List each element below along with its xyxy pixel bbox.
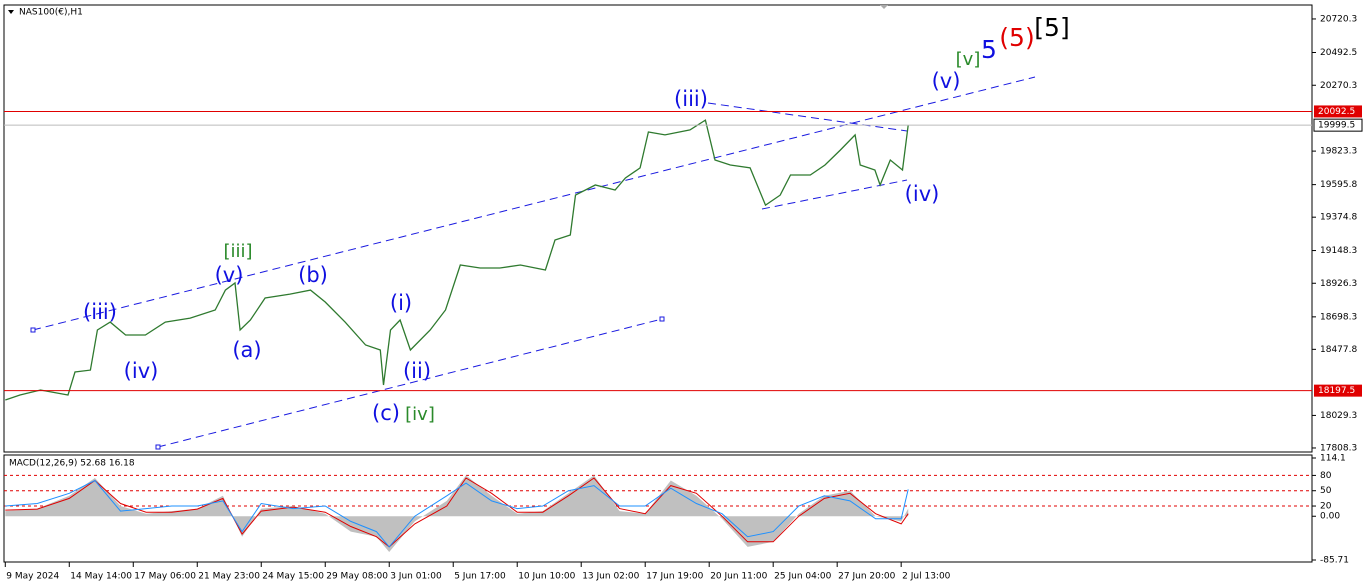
trendline-handles bbox=[30, 316, 665, 450]
x-tick-label: 3 Jun 01:00 bbox=[390, 572, 442, 582]
lower-channel bbox=[157, 318, 663, 448]
y-tick-label: 0.00 bbox=[1320, 512, 1340, 522]
signal-line bbox=[5, 477, 909, 548]
x-tick-label: 17 Jun 19:00 bbox=[646, 572, 703, 582]
wave-label: (i) bbox=[390, 291, 412, 315]
trendlines bbox=[32, 76, 1036, 448]
y-tick-label: 18029.3 bbox=[1320, 411, 1357, 421]
wave-label: [5] bbox=[1034, 13, 1069, 42]
wave-label: (v) bbox=[215, 263, 244, 287]
macd-line bbox=[5, 479, 909, 548]
x-tick-label: 9 May 2024 bbox=[6, 572, 59, 582]
macd-title: MACD(12,26,9) 52.68 16.18 bbox=[9, 459, 135, 469]
y-tick-label: 114.1 bbox=[1320, 454, 1346, 464]
wave-label: [iii] bbox=[223, 241, 252, 262]
y-tick-label: 19595.8 bbox=[1320, 180, 1357, 190]
wave-label: 5 bbox=[981, 35, 997, 64]
wave-label: (v) bbox=[932, 69, 961, 93]
shift-marker bbox=[880, 5, 888, 9]
y-tick-label: 20720.3 bbox=[1320, 14, 1357, 24]
price-line bbox=[5, 119, 909, 401]
wave-label: [v] bbox=[956, 49, 981, 70]
wave-label: (b) bbox=[298, 263, 328, 287]
x-tick-label: 21 May 23:00 bbox=[198, 572, 260, 582]
last-price-box bbox=[1313, 118, 1363, 132]
last-price-label: 19999.5 bbox=[1318, 121, 1355, 131]
y-tick-label: 19823.3 bbox=[1320, 147, 1357, 157]
wave-label: (a) bbox=[232, 338, 261, 362]
y-tick-label: 20492.5 bbox=[1320, 48, 1357, 58]
x-tick-label: 29 May 08:00 bbox=[326, 572, 388, 582]
level-box bbox=[1314, 105, 1362, 118]
x-tick-label: 17 May 06:00 bbox=[134, 572, 196, 582]
wave-label: (ii) bbox=[403, 359, 431, 383]
y-tick-label: 50 bbox=[1320, 486, 1332, 496]
y-tick-label: 17808.3 bbox=[1320, 443, 1357, 453]
x-tick-label: 27 Jun 20:00 bbox=[838, 572, 895, 582]
level-label: 20092.5 bbox=[1318, 107, 1355, 117]
handle[interactable] bbox=[30, 327, 36, 333]
y-tick-label: 20 bbox=[1320, 502, 1332, 512]
x-tick-label: 25 Jun 04:00 bbox=[774, 572, 831, 582]
symbol-title: NAS100(€),H1 bbox=[19, 8, 83, 18]
wave-label: (c) bbox=[372, 401, 400, 425]
y-tick-label: 19148.3 bbox=[1320, 246, 1357, 256]
x-tick-label: 10 Jun 10:00 bbox=[518, 572, 575, 582]
x-tick-label: 13 Jun 02:00 bbox=[582, 572, 639, 582]
wave-label: (iii) bbox=[83, 300, 117, 324]
upper-channel bbox=[32, 76, 1036, 331]
y-tick-label: -85.71 bbox=[1320, 556, 1349, 566]
triangle-lower bbox=[761, 179, 908, 210]
menu-arrow[interactable] bbox=[8, 10, 14, 14]
wave-label: (5) bbox=[999, 23, 1034, 52]
handle[interactable] bbox=[155, 444, 161, 450]
x-tick-label: 24 May 15:00 bbox=[262, 572, 324, 582]
y-tick-label: 20270.3 bbox=[1320, 81, 1357, 91]
macd-histogram bbox=[5, 475, 909, 552]
x-tick-label: 14 May 14:00 bbox=[70, 572, 132, 582]
triangle-upper bbox=[707, 102, 908, 132]
y-tick-label: 18698.3 bbox=[1320, 312, 1357, 322]
wave-label: (iv) bbox=[905, 182, 940, 206]
y-tick-label: 19374.8 bbox=[1320, 213, 1357, 223]
x-tick-label: 20 Jun 11:00 bbox=[710, 572, 767, 582]
level-label: 18197.5 bbox=[1318, 386, 1355, 396]
level-box bbox=[1314, 384, 1362, 397]
y-tick-label: 18477.8 bbox=[1320, 345, 1357, 355]
wave-label: (iv) bbox=[124, 359, 159, 383]
x-tick-label: 2 Jul 13:00 bbox=[902, 572, 951, 582]
wave-label: [iv] bbox=[405, 404, 435, 425]
handle[interactable] bbox=[659, 316, 665, 322]
x-tick-label: 5 Jun 17:00 bbox=[454, 572, 506, 582]
y-tick-label: 18926.3 bbox=[1320, 279, 1357, 289]
wave-label: (iii) bbox=[674, 87, 708, 111]
y-tick-label: 80 bbox=[1320, 471, 1332, 481]
main-frame bbox=[3, 4, 1313, 453]
